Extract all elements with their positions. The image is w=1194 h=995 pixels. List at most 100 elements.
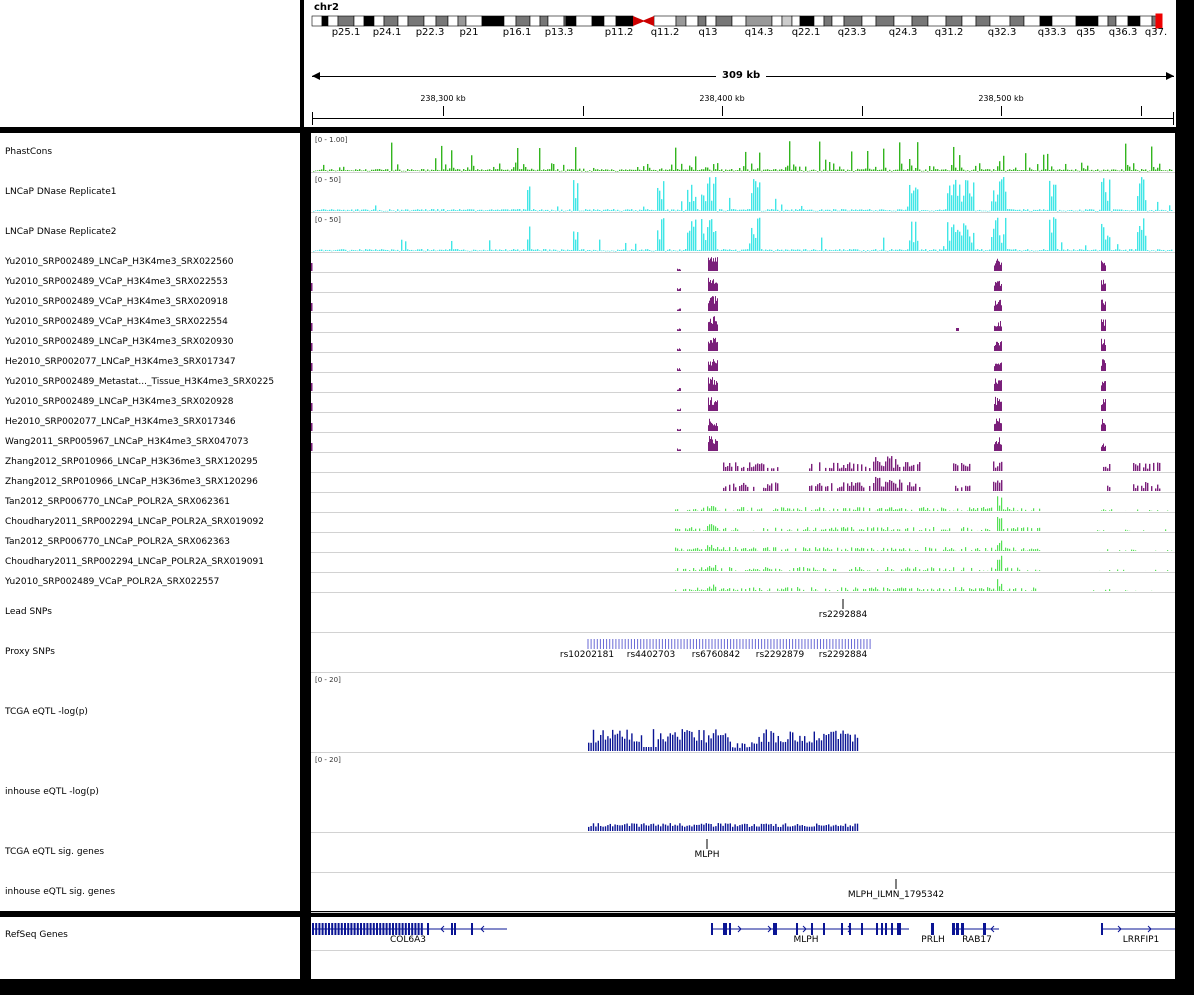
track-name-pol_2[interactable]: Choudhary2011_SRP002294_LNCaP_POLR2A_SRX… [5,517,264,527]
track-separator [311,392,1175,393]
track-separator [311,752,1175,753]
cytoband-label: q13 [698,27,718,38]
track-name-k4_7[interactable]: Yu2010_SRP002489_Metastat..._Tissue_H3K4… [5,377,275,387]
track-separator [311,432,1175,433]
track-k4_2 [311,277,1106,291]
track-separator [311,512,1175,513]
span-label: 309 kb [716,70,767,81]
track-name-k36_1[interactable]: Zhang2012_SRP010966_LNCaP_H3K36me3_SRX12… [5,457,258,467]
refseq-gene-models[interactable] [311,917,1175,979]
range-phastcons: [0 - 1.00] [315,136,348,144]
feature-label[interactable]: rs2292884 [818,650,868,660]
track-separator [311,312,1175,313]
feature-label[interactable]: rs2292879 [755,650,805,660]
track-data-panel[interactable]: [0 - 1.00] [0 - 50] [0 - 50] [0 - 20] [0 - 2… [311,133,1175,913]
track-k4_7 [311,377,1106,391]
gene-label[interactable]: MLPH [793,935,819,945]
track-k36_1 [723,456,1161,471]
span-arrow-right-head [1166,72,1174,80]
gene-label[interactable]: RAB17 [962,935,992,945]
refseq-data-panel[interactable]: COL6A3 MLPH PRLH RAB17 LRRFIP1 [311,917,1175,979]
track-name-k36_2[interactable]: Zhang2012_SRP010966_LNCaP_H3K36me3_SRX12… [5,477,258,487]
gene-label[interactable]: COL6A3 [390,935,426,945]
feature-label[interactable]: MLPH_ILMN_1795342 [847,890,945,900]
cytoband-label: q22.1 [791,27,821,38]
track-plot-area[interactable] [311,133,1175,911]
track-separator [311,252,1175,253]
track-name-pol_1[interactable]: Tan2012_SRP006770_LNCaP_POLR2A_SRX062361 [5,497,231,507]
track-k4_6 [311,359,1106,371]
feature-label[interactable]: rs6760842 [691,650,741,660]
track-name-k4_3[interactable]: Yu2010_SRP002489_VCaP_H3K4me3_SRX020918 [5,297,228,307]
track-tcga_eqtl [588,729,859,751]
track-name-k4_1[interactable]: Yu2010_SRP002489_LNCaP_H3K4me3_SRX022560 [5,257,234,267]
cytoband-label: q24.3 [888,27,918,38]
track-name-tcga_eqtl[interactable]: TCGA eQTL -log(p) [5,707,88,717]
track-name-pol_4[interactable]: Choudhary2011_SRP002294_LNCaP_POLR2A_SRX… [5,557,264,567]
gene-label[interactable]: LRRFIP1 [1122,935,1160,945]
range-dnase2: [0 - 50] [315,216,341,224]
track-separator [311,212,1175,213]
feature-label[interactable]: rs10202181 [559,650,615,660]
track-name-inhouse_eqtl[interactable]: inhouse eQTL -log(p) [5,787,99,797]
track-name-dnase1[interactable]: LNCaP DNase Replicate1 [5,187,117,197]
cytoband-label: q35 [1076,27,1096,38]
header-name-panel [0,0,300,127]
track-pol_3 [675,540,1173,551]
track-separator [311,950,1175,951]
span-arrow-left-head [312,72,320,80]
track-separator [311,272,1175,273]
track-name-inhouse_sig[interactable]: inhouse eQTL sig. genes [5,887,116,897]
track-name-k4_2[interactable]: Yu2010_SRP002489_VCaP_H3K4me3_SRX022553 [5,277,228,287]
track-separator [311,552,1175,553]
chromosome-label[interactable]: chr2 [314,2,339,13]
track-k4_4 [311,316,1106,331]
cytoband-label: q23.3 [837,27,867,38]
track-k4_5 [311,337,1106,351]
track-pol_2 [675,516,1167,531]
track-name-lead_snps[interactable]: Lead SNPs [5,607,52,617]
cytoband-label: p25.1 [331,27,361,38]
feature-label[interactable]: rs4402703 [626,650,676,660]
cytoband-label: q32.3 [987,27,1017,38]
feature-label[interactable]: rs2292884 [818,610,868,620]
range-tcga_eqtl: [0 - 20] [315,676,341,684]
chromosome-ideogram[interactable] [304,0,1176,40]
track-separator [311,352,1175,353]
track-names-panel: PhastCons LNCaP DNase Replicate1 LNCaP DNa… [0,133,300,911]
track-name-k4_9[interactable]: He2010_SRP002077_LNCaP_H3K4me3_SRX017346 [5,417,236,427]
gene-label[interactable]: PRLH [921,935,945,945]
track-separator [311,872,1175,873]
track-name-phastcons[interactable]: PhastCons [5,147,53,157]
track-separator [311,572,1175,573]
track-k4_1 [311,257,1106,271]
track-name-proxy_snps[interactable]: Proxy SNPs [5,647,55,657]
cytoband-label: q33.3 [1037,27,1067,38]
track-name-k4_10[interactable]: Wang2011_SRP005967_LNCaP_H3K4me3_SRX0470… [5,437,249,447]
track-name-k4_8[interactable]: Yu2010_SRP002489_LNCaP_H3K4me3_SRX020928 [5,397,234,407]
track-separator [311,472,1175,473]
cytoband-label: q31.2 [934,27,964,38]
track-name-dnase2[interactable]: LNCaP DNase Replicate2 [5,227,117,237]
refseq-track-name[interactable]: RefSeq Genes [5,930,68,940]
track-name-k4_6[interactable]: He2010_SRP002077_LNCaP_H3K4me3_SRX017347 [5,357,236,367]
ruler[interactable] [304,0,1176,127]
track-separator [311,332,1175,333]
track-name-tcga_sig[interactable]: TCGA eQTL sig. genes [5,847,105,857]
refseq-name-panel: RefSeq Genes [0,917,300,979]
cytoband-label: q11.2 [650,27,680,38]
track-k4_3 [311,296,1106,311]
track-name-k4_5[interactable]: Yu2010_SRP002489_LNCaP_H3K4me3_SRX020930 [5,337,234,347]
gene-models [312,923,1175,935]
track-k4_9 [311,418,1106,431]
track-name-k4_4[interactable]: Yu2010_SRP002489_VCaP_H3K4me3_SRX022554 [5,317,228,327]
track-name-pol_3[interactable]: Tan2012_SRP006770_LNCaP_POLR2A_SRX062363 [5,537,231,547]
cytoband-label: p22.3 [415,27,445,38]
cytoband-label: p24.1 [372,27,402,38]
track-k4_10 [311,436,1106,451]
track-name-pol_5[interactable]: Yu2010_SRP002489_VCaP_POLR2A_SRX022557 [5,577,220,587]
track-separator [311,832,1175,833]
track-separator [311,492,1175,493]
track-separator [311,592,1175,593]
feature-label[interactable]: MLPH [694,850,720,860]
